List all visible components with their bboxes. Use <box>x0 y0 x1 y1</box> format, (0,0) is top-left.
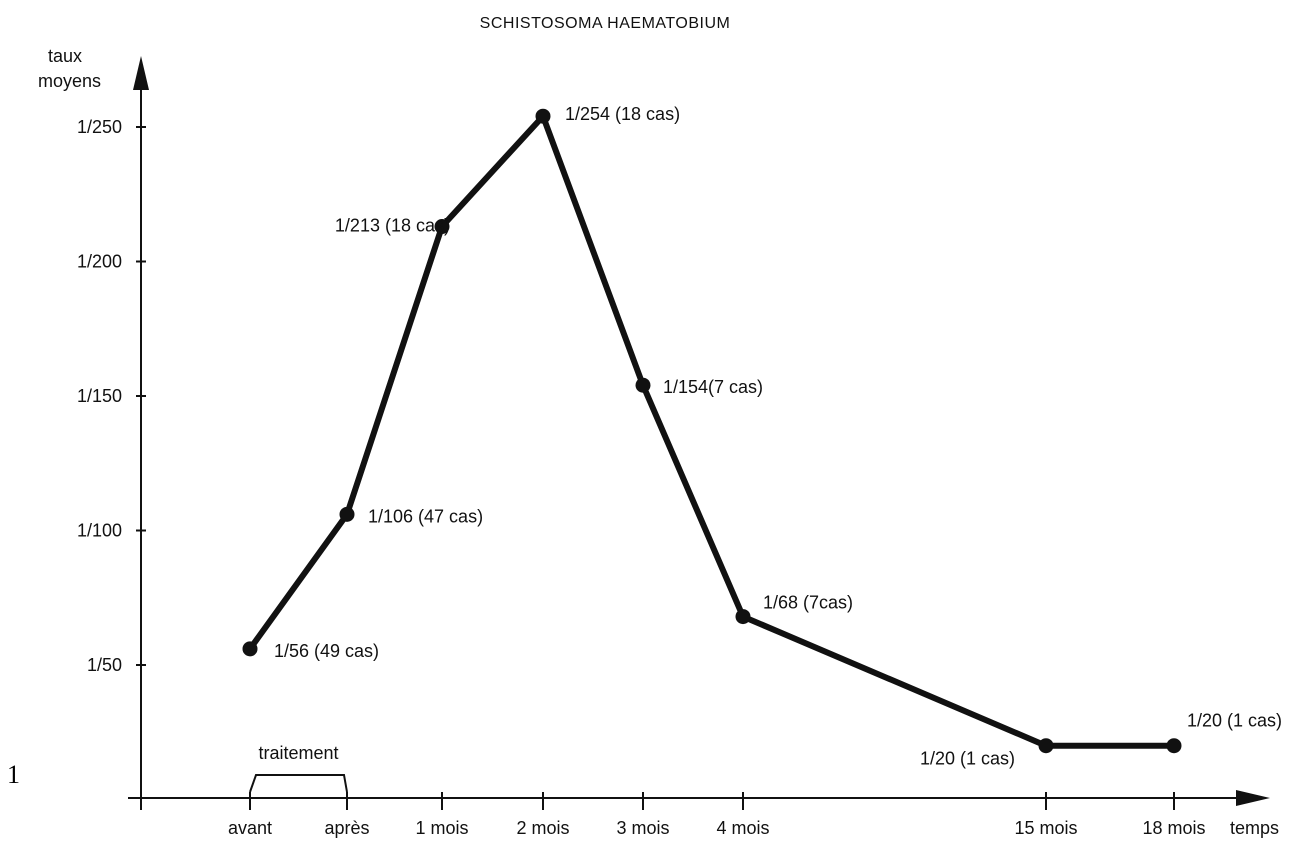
treatment-bracket-line <box>249 774 348 793</box>
data-point <box>635 377 651 393</box>
data-label: 1/20 (1 cas) <box>920 749 1015 769</box>
y-axis-arrow <box>133 56 149 90</box>
x-axis-arrow <box>1236 790 1270 806</box>
x-tick-label: avant <box>228 818 272 838</box>
y-tick-label: 1/200 <box>77 252 122 272</box>
x-tick-label: 1 mois <box>415 818 468 838</box>
data-label: 1/68 (7cas) <box>763 593 853 613</box>
y-tick-label: 1/50 <box>87 655 122 675</box>
x-tick-label: 18 mois <box>1142 818 1205 838</box>
data-labels: 1/56 (49 cas) 1/106 (47 cas) 1/213 (18 cas… <box>274 104 1282 768</box>
y-tick-label: 1/100 <box>77 521 122 541</box>
x-tick-label: 15 mois <box>1014 818 1077 838</box>
y-axis-label-line-2: moyens <box>38 71 101 91</box>
data-label: 1/254 (18 cas) <box>565 104 680 124</box>
data-point <box>434 219 450 235</box>
x-axis-label: temps <box>1230 818 1279 838</box>
series-line <box>247 113 1177 749</box>
data-point <box>535 108 551 124</box>
data-label: 1/56 (49 cas) <box>274 641 379 661</box>
data-points <box>242 108 1182 754</box>
treatment-label: traitement <box>258 743 338 763</box>
corner-mark: 1 <box>7 760 20 789</box>
data-label: 1/20 (1 cas) <box>1187 711 1282 731</box>
x-tick-label: 4 mois <box>716 818 769 838</box>
data-point <box>1166 738 1182 754</box>
treatment-bracket: traitement <box>249 743 348 793</box>
data-point <box>242 641 258 657</box>
x-ticks: avant après 1 mois 2 mois 3 mois 4 mois 15 moi… <box>228 792 1206 838</box>
y-axis-label-line-1: taux <box>48 46 82 66</box>
data-point <box>1038 738 1054 754</box>
chart-title: SCHISTOSOMA HAEMATOBIUM <box>480 15 731 32</box>
data-point <box>735 609 751 625</box>
data-label: 1/154(7 cas) <box>663 377 763 397</box>
data-point <box>339 506 355 522</box>
x-tick-label: 3 mois <box>616 818 669 838</box>
data-series <box>247 113 1177 749</box>
data-label: 1/213 (18 cas) <box>335 216 450 236</box>
y-tick-label: 1/150 <box>77 386 122 406</box>
y-ticks: 1/50 1/100 1/150 1/200 1/250 <box>77 117 146 675</box>
y-tick-label: 1/250 <box>77 117 122 137</box>
x-tick-label: 2 mois <box>516 818 569 838</box>
data-label: 1/106 (47 cas) <box>368 506 483 526</box>
x-tick-label: après <box>324 818 369 838</box>
axes <box>128 56 1270 810</box>
